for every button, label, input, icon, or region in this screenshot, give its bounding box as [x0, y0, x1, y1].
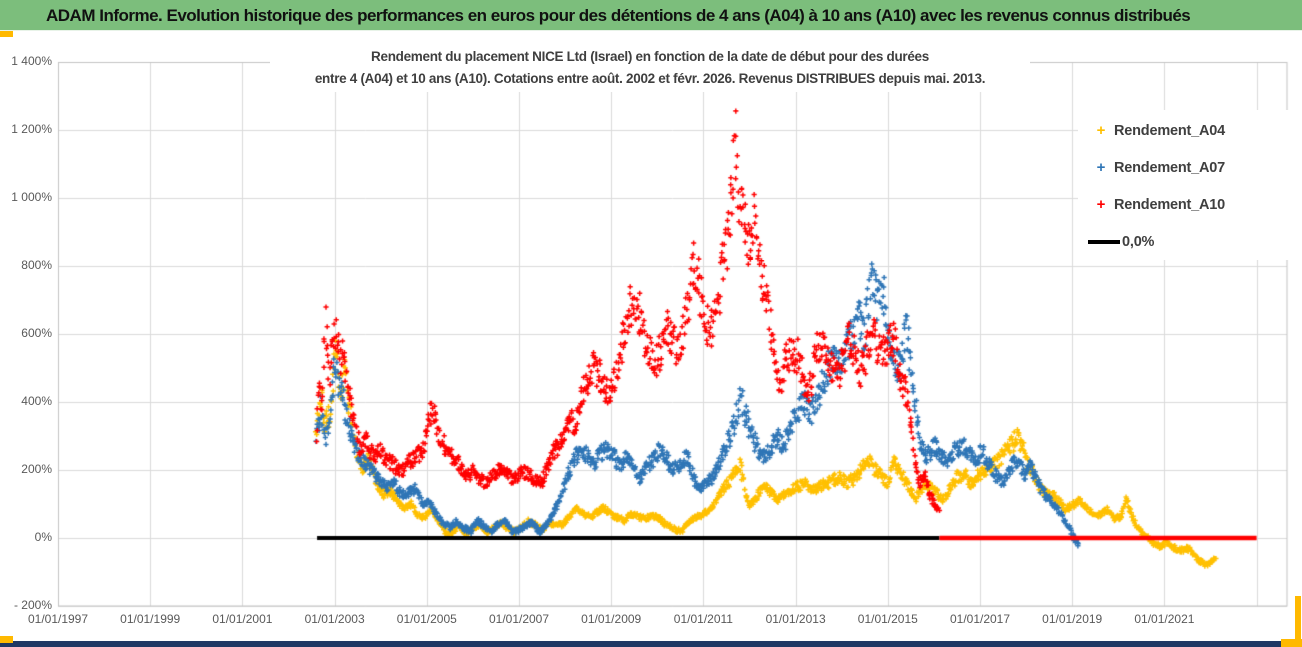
chart-title-line2: entre 4 (A04) et 10 ans (A10). Cotations…: [314, 71, 986, 86]
y-axis-tick-label: 600%: [21, 326, 52, 340]
window-bottom-edge: [0, 641, 1302, 647]
chart-title-line1: Rendement du placement NICE Ltd (Israel)…: [371, 49, 929, 64]
x-axis-tick-label: 01/01/2001: [212, 612, 273, 626]
plus-marker-icon: +: [1096, 196, 1106, 213]
x-axis-tick-label: 01/01/1999: [120, 612, 181, 626]
x-axis-tick-label: 01/01/2009: [581, 612, 642, 626]
selection-edge-right: [1295, 596, 1301, 647]
legend-label-a07: Rendement_A07: [1114, 159, 1226, 176]
legend-label-zero: 0,0%: [1122, 233, 1155, 250]
x-axis-tick-label: 01/01/2007: [488, 612, 550, 626]
legend-label-a04: Rendement_A04: [1114, 122, 1226, 139]
y-axis-tick-label: 400%: [21, 394, 52, 408]
y-axis-tick-label: 800%: [21, 258, 52, 272]
x-axis-tick-label: 01/01/2005: [396, 612, 457, 626]
selection-handle-top-left: [0, 31, 13, 37]
legend-item-zero-line[interactable]: 0,0%: [1088, 233, 1288, 250]
x-axis-tick-label: 01/01/2011: [673, 612, 733, 626]
legend-label-a10: Rendement_A10: [1114, 196, 1226, 213]
selection-corner-bottom-right: [1281, 639, 1302, 647]
plus-marker-icon: +: [1096, 159, 1106, 176]
plus-marker-icon: +: [1096, 122, 1106, 139]
y-axis-tick-label: 1 400%: [11, 54, 52, 68]
line-marker-icon: [1088, 239, 1120, 244]
legend-item-rendement-a04[interactable]: + Rendement_A04: [1088, 122, 1288, 139]
x-axis-tick-label: 01/01/2017: [949, 612, 1011, 626]
chart-legend: + Rendement_A04 + Rendement_A07 + Rendem…: [1078, 110, 1288, 260]
y-axis-tick-label: 0%: [34, 530, 52, 544]
legend-item-rendement-a10[interactable]: + Rendement_A10: [1088, 196, 1288, 213]
x-axis-tick-label: 01/01/2019: [1042, 612, 1103, 626]
y-axis-tick-label: 200%: [21, 462, 52, 476]
legend-item-rendement-a07[interactable]: + Rendement_A07: [1088, 159, 1288, 176]
x-axis-tick-label: 01/01/2021: [1134, 612, 1195, 626]
y-axis-tick-label: 1 000%: [11, 190, 52, 204]
x-axis-tick-label: 01/01/2003: [304, 612, 365, 626]
x-axis-tick-label: 01/01/2013: [765, 612, 826, 626]
y-axis-tick-label: - 200%: [13, 598, 52, 612]
x-axis-tick-label: 01/01/2015: [857, 612, 918, 626]
selection-handle-bottom-left: [0, 636, 13, 643]
x-axis-tick-label: 01/01/1997: [27, 612, 89, 626]
chart-title: Rendement du placement NICE Ltd (Israel)…: [270, 42, 1030, 92]
y-axis-tick-label: 1 200%: [11, 122, 52, 136]
